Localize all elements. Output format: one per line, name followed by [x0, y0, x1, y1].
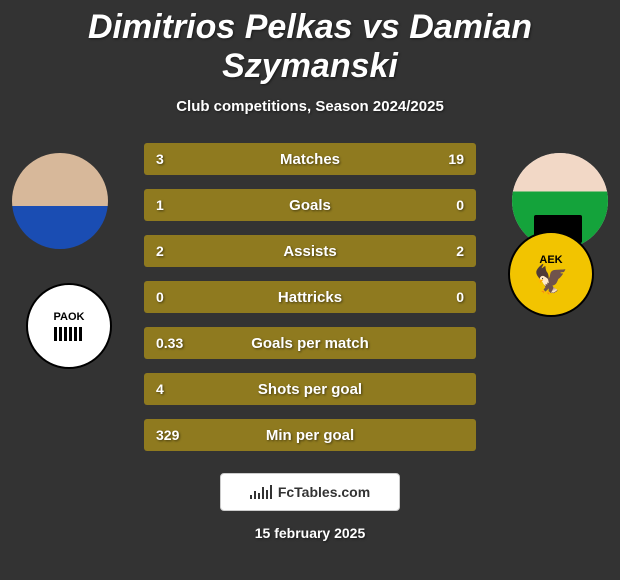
stat-right-value: 0: [456, 197, 464, 213]
stat-label: Assists: [144, 243, 476, 260]
fctables-label: FcTables.com: [278, 484, 370, 500]
stat-row: 3 Matches 19: [144, 143, 476, 175]
stat-label: Goals per match: [144, 335, 476, 352]
fctables-badge[interactable]: FcTables.com: [220, 473, 400, 511]
avatar-placeholder: [12, 153, 108, 249]
paok-stripes-icon: [54, 327, 85, 341]
stat-label: Hattricks: [144, 289, 476, 306]
eagle-icon: 🦅: [534, 266, 569, 294]
stat-right-value: 2: [456, 243, 464, 259]
stat-row: 0.33 Goals per match: [144, 327, 476, 359]
bar-chart-icon: [250, 485, 272, 499]
stat-right-value: 0: [456, 289, 464, 305]
stat-row: 0 Hattricks 0: [144, 281, 476, 313]
comparison-title: Dimitrios Pelkas vs Damian Szymanski: [0, 0, 620, 86]
stat-label: Min per goal: [144, 427, 476, 444]
comparison-subtitle: Club competitions, Season 2024/2025: [0, 98, 620, 115]
stat-row: 329 Min per goal: [144, 419, 476, 451]
stat-right-value: 19: [448, 151, 464, 167]
stat-row: 2 Assists 2: [144, 235, 476, 267]
club-left-code: PAOK: [54, 311, 85, 341]
footer-date: 15 february 2025: [0, 525, 620, 541]
stat-row: 1 Goals 0: [144, 189, 476, 221]
stat-row: 4 Shots per goal: [144, 373, 476, 405]
club-right-code: ΑΕΚ 🦅: [534, 254, 569, 294]
stat-label: Matches: [144, 151, 476, 168]
club-left-badge: PAOK: [26, 283, 112, 369]
club-right-badge: ΑΕΚ 🦅: [508, 231, 594, 317]
main-area: PAOK ΑΕΚ 🦅 3 Matches 19 1 Goals 0 2 Assi…: [0, 143, 620, 541]
player-left-avatar: [12, 153, 108, 249]
stat-label: Goals: [144, 197, 476, 214]
stat-label: Shots per goal: [144, 381, 476, 398]
stat-bars: 3 Matches 19 1 Goals 0 2 Assists 2 0 Hat…: [144, 143, 476, 451]
